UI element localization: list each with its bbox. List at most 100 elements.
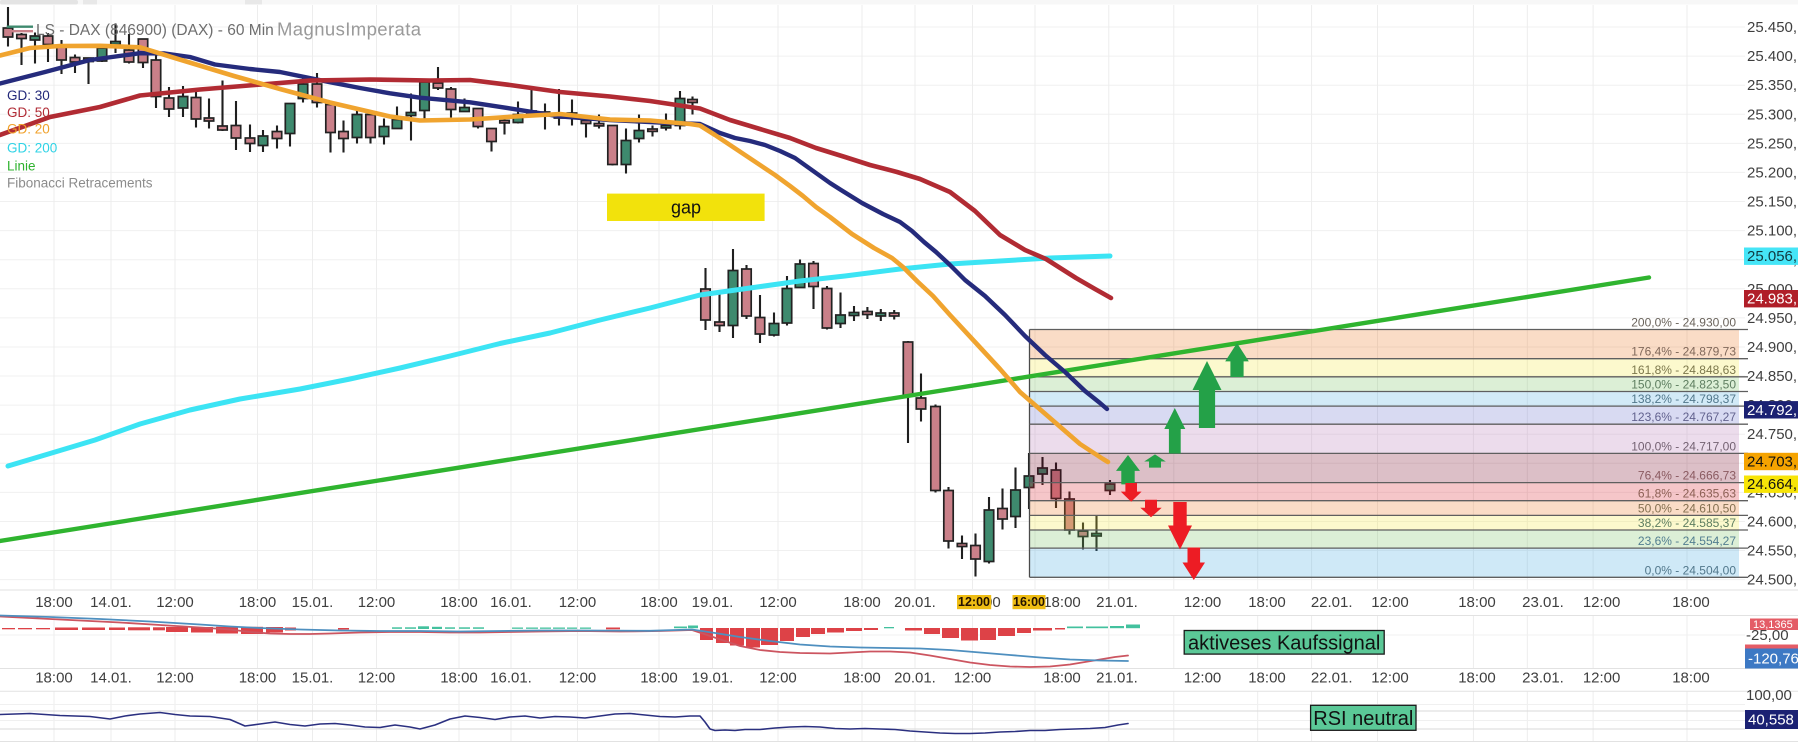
svg-text:25.300,: 25.300, [1747,106,1797,123]
svg-text:-120,76: -120,76 [1748,651,1798,668]
svg-text:12:00: 12:00 [958,595,990,609]
svg-text:18:00: 18:00 [440,594,478,611]
svg-text:gap: gap [671,197,701,217]
svg-text:20.01.: 20.01. [894,594,936,611]
svg-text:-25,00: -25,00 [1746,627,1789,644]
svg-text:76,4% - 24.666,73: 76,4% - 24.666,73 [1638,469,1736,483]
svg-text:18:00: 18:00 [1248,594,1286,611]
svg-text:22.01.: 22.01. [1311,670,1353,687]
svg-text:61,8% - 24.635,63: 61,8% - 24.635,63 [1638,487,1736,501]
svg-text:18:00: 18:00 [35,594,73,611]
svg-text:18:00: 18:00 [239,594,277,611]
svg-text:21.01.: 21.01. [1096,594,1138,611]
svg-text:19.01.: 19.01. [692,594,734,611]
svg-text:23.01.: 23.01. [1522,594,1564,611]
svg-text:LS - DAX (846900) (DAX) - 60 M: LS - DAX (846900) (DAX) - 60 Min [36,22,274,39]
svg-text:24.600,: 24.600, [1747,514,1797,531]
svg-text:18:00: 18:00 [1043,594,1081,611]
svg-text:18:00: 18:00 [843,670,881,687]
svg-text:12:00: 12:00 [1371,670,1409,687]
svg-text:12:00: 12:00 [1371,594,1409,611]
svg-text:12:00: 12:00 [759,670,797,687]
svg-text:12:00: 12:00 [1184,594,1222,611]
svg-text:aktiveses Kaufssignal: aktiveses Kaufssignal [1188,633,1380,655]
svg-text:200,0% - 24.930,00: 200,0% - 24.930,00 [1631,316,1736,330]
svg-text:16:00: 16:00 [1013,595,1045,609]
svg-text:RSI neutral: RSI neutral [1313,708,1413,730]
svg-text:25.200,: 25.200, [1747,164,1797,181]
svg-text:GD: 20: GD: 20 [7,122,50,137]
svg-text:13,1365: 13,1365 [1753,619,1793,631]
svg-text:100,0% - 24.717,00: 100,0% - 24.717,00 [1631,439,1736,453]
svg-text:22.01.: 22.01. [1311,594,1353,611]
svg-text:50,0% - 24.610,50: 50,0% - 24.610,50 [1638,501,1736,515]
svg-text:24.664,: 24.664, [1747,476,1797,493]
svg-text:24.983,: 24.983, [1747,291,1797,308]
svg-text:12:00: 12:00 [559,594,597,611]
svg-text:25.400,: 25.400, [1747,48,1797,65]
svg-text:15.01.: 15.01. [292,594,334,611]
svg-text:100,00: 100,00 [1746,687,1792,704]
svg-text:12:00: 12:00 [358,670,396,687]
svg-text:18:00: 18:00 [640,670,678,687]
svg-text:18:00: 18:00 [1458,594,1496,611]
svg-text:15.01.: 15.01. [292,670,334,687]
svg-text:14.01.: 14.01. [90,594,132,611]
svg-text:19.01.: 19.01. [692,670,734,687]
svg-text:150,0% - 24.823,50: 150,0% - 24.823,50 [1631,378,1736,392]
svg-text:24.703,: 24.703, [1747,454,1797,471]
svg-text:38,2% - 24.585,37: 38,2% - 24.585,37 [1638,516,1736,530]
svg-text:25.150,: 25.150, [1747,194,1797,211]
svg-text:40,558: 40,558 [1748,712,1794,729]
svg-text:20.01.: 20.01. [894,670,936,687]
svg-text:14.01.: 14.01. [90,670,132,687]
svg-text:123,6% - 24.767,27: 123,6% - 24.767,27 [1631,410,1736,424]
svg-text:18:00: 18:00 [1672,594,1710,611]
svg-text:25.056,: 25.056, [1747,248,1797,265]
svg-text:12:00: 12:00 [1184,670,1222,687]
svg-text:24.950,: 24.950, [1747,310,1797,327]
svg-text:0,0% - 24.504,00: 0,0% - 24.504,00 [1645,563,1737,577]
svg-text:23.01.: 23.01. [1522,670,1564,687]
svg-text:18:00: 18:00 [1458,670,1496,687]
svg-text:GD: 30: GD: 30 [7,88,50,103]
svg-text:18:00: 18:00 [35,670,73,687]
svg-text:12:00: 12:00 [559,670,597,687]
svg-text:16.01.: 16.01. [490,594,532,611]
svg-text:GD: 50: GD: 50 [7,105,50,120]
svg-text:25.350,: 25.350, [1747,77,1797,94]
svg-text:25.450,: 25.450, [1747,19,1797,36]
svg-text:21.01.: 21.01. [1096,670,1138,687]
svg-text:18:00: 18:00 [1043,670,1081,687]
svg-text:24.500,: 24.500, [1747,572,1797,589]
svg-text:12:00: 12:00 [954,670,992,687]
svg-text:18:00: 18:00 [440,670,478,687]
svg-text:12:00: 12:00 [759,594,797,611]
svg-text:18:00: 18:00 [1672,670,1710,687]
svg-text:24.850,: 24.850, [1747,368,1797,385]
svg-text:18:00: 18:00 [640,594,678,611]
svg-text:18:00: 18:00 [1248,670,1286,687]
svg-text:161,8% - 24.848,63: 161,8% - 24.848,63 [1631,363,1736,377]
svg-text:12:00: 12:00 [1583,594,1621,611]
svg-text:138,2% - 24.798,37: 138,2% - 24.798,37 [1631,392,1736,406]
svg-text:MagnusImperata: MagnusImperata [277,19,422,40]
svg-text:25.250,: 25.250, [1747,135,1797,152]
svg-text:23,6% - 24.554,27: 23,6% - 24.554,27 [1638,534,1736,548]
svg-text:12:00: 12:00 [156,594,194,611]
svg-text:25.100,: 25.100, [1747,223,1797,240]
svg-text:24.900,: 24.900, [1747,339,1797,356]
svg-text:Linie: Linie [7,159,36,174]
svg-text:18:00: 18:00 [239,670,277,687]
svg-text:16.01.: 16.01. [490,670,532,687]
svg-text:176,4% - 24.879,73: 176,4% - 24.879,73 [1631,345,1736,359]
svg-text:12:00: 12:00 [156,670,194,687]
svg-text:12:00: 12:00 [358,594,396,611]
svg-text:18:00: 18:00 [843,594,881,611]
svg-text:24.750,: 24.750, [1747,426,1797,443]
svg-text:12:00: 12:00 [1583,670,1621,687]
svg-text:24.792,: 24.792, [1747,402,1797,419]
svg-text:Fibonacci Retracements: Fibonacci Retracements [7,176,153,191]
svg-text:GD: 200: GD: 200 [7,141,57,156]
svg-text:24.550,: 24.550, [1747,543,1797,560]
